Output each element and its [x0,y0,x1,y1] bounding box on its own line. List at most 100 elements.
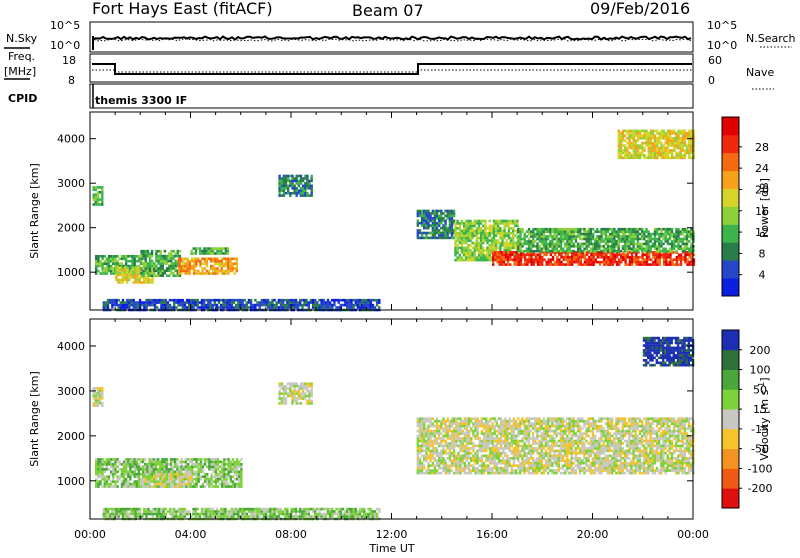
heatmap-cell [690,152,692,155]
heatmap-cell [365,513,367,516]
colorbar-tick-label: 24 [755,162,769,175]
heatmap-cell [611,245,613,248]
heatmap-cell [214,299,216,302]
heatmap-cell [127,483,129,486]
heatmap-cell [95,255,97,258]
heatmap-cell [141,515,143,518]
heatmap-cell [165,299,167,302]
heatmap-cell [558,258,560,261]
heatmap-cell [361,299,363,302]
heatmap-cell [244,304,246,307]
heatmap-cell [107,301,109,304]
heatmap-cell [263,508,265,511]
heatmap-cell [176,458,178,461]
heatmap-cell [560,240,562,243]
heatmap-cell [650,258,652,261]
heatmap-cell [278,194,280,197]
heatmap-cell [530,243,532,246]
heatmap-cell [419,459,421,462]
heatmap-cell [123,468,125,471]
heatmap-cell [350,513,352,516]
heatmap-cell [671,144,673,147]
heatmap-cell [162,260,164,263]
heatmap-cell [278,177,280,180]
heatmap-cell [350,304,352,307]
heatmap-cell [539,240,541,243]
heatmap-cell [95,404,97,407]
heatmap-cell [151,274,153,277]
heatmap-cell [237,304,239,307]
heatmap-cell [138,471,140,474]
heatmap-cell [663,256,665,259]
heatmap-cell [162,515,164,518]
heatmap-cell [329,508,331,511]
heatmap-cell [652,251,654,254]
heatmap-cell [639,130,641,133]
heatmap-cell [119,468,121,471]
heatmap-cell [128,513,130,516]
heatmap-cell [635,263,637,266]
heatmap-cell [287,192,289,195]
heatmap-cell [516,254,518,257]
heatmap-cell [536,250,538,253]
heatmap-cell [467,254,469,257]
heatmap-cell [219,461,221,464]
heatmap-cell [419,210,421,213]
noise-sky-line [94,37,691,40]
heatmap-cell [182,515,184,518]
heatmap-cell [626,243,628,246]
heatmap-cell [263,304,265,307]
heatmap-cell [563,263,565,266]
heatmap-cell [124,513,126,516]
heatmap-cell [495,234,497,237]
heatmap-cell [459,232,461,235]
heatmap-cell [205,250,207,253]
heatmap-cell [461,222,463,225]
heatmap-cell [447,212,449,215]
heatmap-cell [335,508,337,511]
heatmap-cell [357,515,359,518]
heatmap-cell [114,458,116,461]
heatmap-cell [628,147,630,150]
heatmap-cell [684,261,686,264]
heatmap-cell [95,189,97,192]
heatmap-cell [155,480,157,483]
heatmap-cell [273,515,275,518]
heatmap-cell [641,142,643,145]
heatmap-cell [577,258,579,261]
heatmap-cell [680,144,682,147]
heatmap-cell [312,299,314,302]
heatmap-cell [627,256,629,259]
heatmap-cell [667,132,669,135]
heatmap-cell [376,299,378,302]
heatmap-cell [609,240,611,243]
heatmap-cell [363,299,365,302]
heatmap-cell [656,240,658,243]
heatmap-cell [106,480,108,483]
heatmap-cell [134,485,136,488]
heatmap-cell [93,404,95,407]
heatmap-cell [204,463,206,466]
heatmap-cell [635,243,637,246]
heatmap-cell [690,149,692,152]
heatmap-cell [536,233,538,236]
heatmap-cell [287,187,289,190]
heatmap-cell [318,515,320,518]
heatmap-cell [609,238,611,241]
heatmap-cell [295,513,297,516]
heatmap-cell [688,144,690,147]
heatmap-cell [190,301,192,304]
heatmap-cell [97,399,99,402]
heatmap-cell [207,306,209,309]
heatmap-cell [120,304,122,307]
heatmap-cell [571,233,573,236]
heatmap-cell [423,467,425,470]
heatmap-cell [684,238,686,241]
heatmap-cell [215,485,217,488]
heatmap-cell [669,238,671,241]
heatmap-cell [425,212,427,215]
heatmap-cell [167,306,169,309]
heatmap-cell [221,483,223,486]
heatmap-cell [210,260,212,263]
heatmap-cell [675,144,677,147]
